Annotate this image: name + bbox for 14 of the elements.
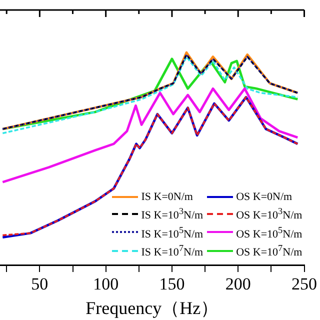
legend-label: IS K=10$^{5}$N/m xyxy=(141,224,204,240)
x-axis-title: Frequency（Hz） xyxy=(86,298,219,318)
x-tick-label: 200 xyxy=(225,274,251,294)
legend-label: IS K=10$^{3}$N/m xyxy=(141,206,204,222)
legend-label: OS K=10$^{3}$N/m xyxy=(236,206,302,222)
legend-label: IS K=10$^{7}$N/m xyxy=(141,243,204,259)
legend-label: OS K=10$^{7}$N/m xyxy=(236,243,302,259)
legend-label: IS K=0N/m xyxy=(141,191,193,203)
legend-label: OS K=0N/m xyxy=(236,191,292,203)
legend-label: OS K=10$^{5}$N/m xyxy=(236,224,302,240)
x-tick-label: 150 xyxy=(159,274,185,294)
x-tick-label: 50 xyxy=(31,274,48,294)
x-tick-label: 100 xyxy=(93,274,119,294)
x-tick-label: 250 xyxy=(292,274,317,294)
